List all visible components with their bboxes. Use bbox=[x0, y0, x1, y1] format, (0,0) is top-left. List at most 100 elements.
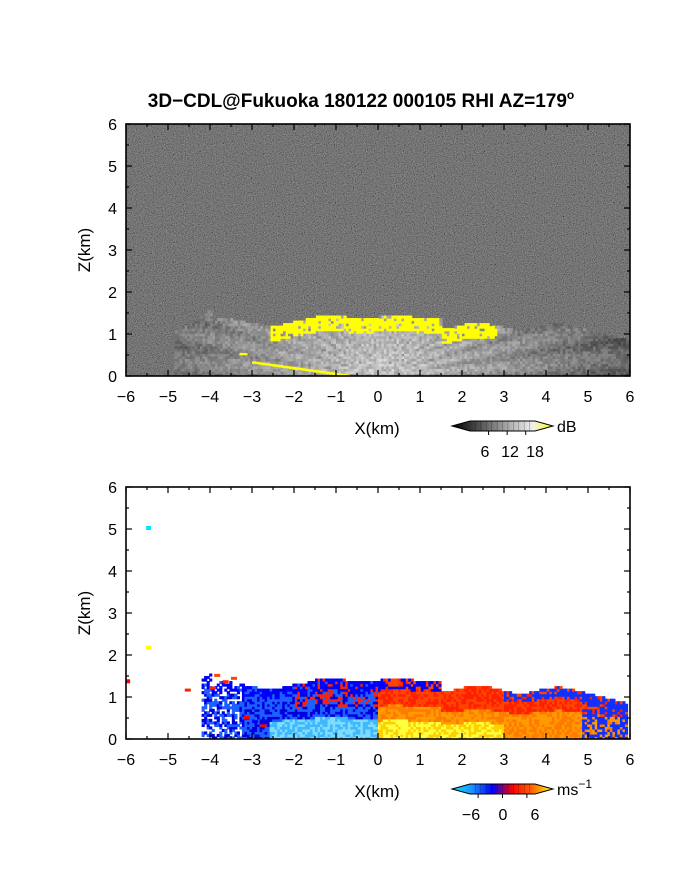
echo-cell bbox=[623, 343, 627, 347]
velocity-cell bbox=[320, 726, 324, 730]
echo-cell bbox=[439, 345, 443, 349]
echo-cell bbox=[210, 333, 214, 337]
velocity-cell bbox=[297, 731, 301, 735]
velocity-cell bbox=[241, 686, 246, 690]
echo-cell bbox=[252, 348, 256, 352]
echo-cell bbox=[383, 340, 387, 344]
echo-cell bbox=[593, 358, 597, 362]
velocity-cell bbox=[264, 691, 268, 695]
echo-cell bbox=[487, 333, 491, 337]
echo-cell bbox=[202, 360, 206, 364]
echo-cell bbox=[353, 363, 357, 367]
echo-cell bbox=[421, 348, 425, 352]
velocity-cell bbox=[299, 726, 303, 730]
echo-cell bbox=[310, 338, 314, 342]
echo-cell bbox=[499, 333, 503, 337]
echo-cell bbox=[373, 318, 377, 322]
echo-cell bbox=[482, 323, 486, 327]
velocity-cell bbox=[211, 733, 215, 738]
echo-cell bbox=[426, 368, 430, 372]
echo-cell bbox=[454, 350, 458, 354]
echo-cell bbox=[401, 358, 405, 362]
velocity-cell bbox=[299, 728, 303, 733]
echo-cell bbox=[451, 345, 456, 349]
echo-cell bbox=[295, 348, 299, 352]
echo-cell bbox=[242, 358, 246, 362]
echo-cell bbox=[577, 373, 582, 376]
velocity-cell bbox=[234, 708, 238, 712]
echo-cell bbox=[489, 343, 493, 347]
echo-cell bbox=[487, 325, 491, 329]
velocity-cell bbox=[317, 701, 321, 705]
echo-cell bbox=[285, 330, 289, 334]
echo-cell bbox=[368, 338, 372, 342]
echo-cell bbox=[356, 325, 360, 329]
echo-cell bbox=[388, 340, 393, 344]
echo-cell bbox=[479, 365, 483, 370]
echo-cell bbox=[237, 325, 241, 329]
echo-cell bbox=[595, 368, 599, 372]
echo-cell bbox=[570, 350, 574, 354]
echo-cell bbox=[290, 350, 294, 354]
velocity-cell bbox=[302, 693, 306, 697]
velocity-cell bbox=[262, 728, 266, 733]
echo-cell bbox=[562, 353, 566, 357]
velocity-cell bbox=[294, 698, 298, 702]
echo-cell bbox=[187, 370, 191, 375]
echo-cell bbox=[540, 373, 544, 376]
velocity-cell bbox=[267, 701, 271, 705]
echo-cell bbox=[525, 363, 529, 367]
velocity-cell bbox=[209, 726, 213, 730]
echo-cell bbox=[424, 333, 428, 337]
echo-cell bbox=[618, 373, 622, 376]
echo-cell bbox=[298, 343, 302, 347]
echo-cell bbox=[177, 333, 181, 337]
echo-cell bbox=[424, 328, 428, 332]
velocity-cell bbox=[282, 708, 286, 712]
velocity-cell bbox=[216, 688, 220, 692]
echo-cell bbox=[348, 353, 352, 357]
velocity-cell bbox=[320, 711, 324, 715]
echo-cell bbox=[625, 370, 629, 375]
echo-cell bbox=[454, 330, 458, 334]
echo-cell bbox=[429, 370, 433, 375]
echo-cell bbox=[391, 348, 395, 352]
echo-cell bbox=[416, 323, 420, 327]
velocity-cell bbox=[312, 686, 316, 690]
echo-cell bbox=[572, 340, 576, 344]
echo-cell bbox=[439, 343, 443, 347]
echo-cell bbox=[204, 345, 209, 349]
echo-cell bbox=[517, 363, 521, 367]
echo-cell bbox=[434, 345, 438, 349]
echo-cell bbox=[484, 368, 488, 372]
echo-cell bbox=[555, 333, 559, 337]
velocity-cell bbox=[312, 713, 316, 717]
velocity-cell bbox=[249, 721, 253, 725]
echo-cell bbox=[215, 335, 219, 339]
echo-cell bbox=[338, 365, 342, 370]
echo-cell bbox=[514, 350, 519, 354]
echo-cell bbox=[477, 333, 481, 337]
echo-cell bbox=[492, 350, 496, 354]
echo-cell bbox=[285, 353, 289, 357]
echo-cell bbox=[530, 338, 534, 342]
echo-cell bbox=[285, 363, 289, 367]
echo-cell bbox=[351, 368, 355, 372]
x-tick-label: −4 bbox=[201, 389, 219, 406]
echo-cell bbox=[464, 348, 468, 352]
y-tick-label: 3 bbox=[108, 243, 117, 260]
velocity-cell bbox=[211, 728, 215, 733]
velocity-cell bbox=[327, 723, 331, 727]
echo-cell bbox=[315, 330, 319, 334]
echo-cell bbox=[278, 353, 282, 357]
echo-cell bbox=[388, 355, 393, 359]
echo-cell bbox=[446, 335, 450, 339]
echo-cell bbox=[567, 363, 571, 367]
echo-cell bbox=[424, 353, 428, 357]
echo-cell bbox=[285, 358, 289, 362]
echo-cell bbox=[419, 328, 423, 332]
echo-cell bbox=[396, 350, 400, 354]
echo-cell bbox=[194, 373, 198, 376]
echo-cell bbox=[358, 350, 362, 354]
echo-cell bbox=[504, 335, 508, 339]
